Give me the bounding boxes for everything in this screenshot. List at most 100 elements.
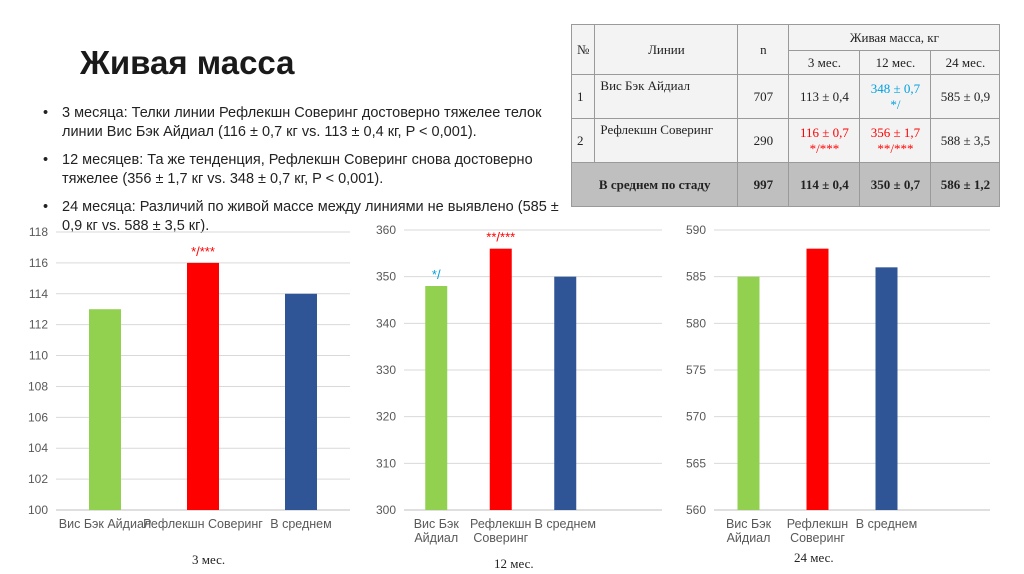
x-category-line: В среднем <box>535 517 596 531</box>
x-category-label: В среднем <box>270 517 331 531</box>
value-24m: 585 ± 0,9 <box>940 88 991 104</box>
bar-chart-24-months: 560 565 570 575 580 585 590 Вис Бэк Айдиал Рефлек… <box>672 222 1002 545</box>
bar <box>187 262 219 510</box>
live-weight-table: № Линии n Живая масса, кг 3 мес. 12 мес.… <box>570 24 1001 207</box>
x-category-line: Соверинг <box>473 531 528 545</box>
average-24m: 586 ± 1,2 <box>930 162 1001 207</box>
y-tick-label: 108 <box>28 379 48 393</box>
average-n: 997 <box>737 162 790 207</box>
row-num: 1 <box>570 74 596 119</box>
bullet-dot: • <box>43 152 49 168</box>
value-12m: 348 ± 0,7 <box>870 80 921 96</box>
bullet-text: 3 месяца: Телки линии Рефлекшн Соверинг … <box>62 105 542 140</box>
value-12m: 356 ± 1,7 <box>870 124 921 140</box>
y-tick-label: 310 <box>376 456 396 470</box>
chart-caption-12m: 12 мес. <box>494 556 534 571</box>
x-category-line: В среднем <box>856 517 917 531</box>
header-live-weight: Живая масса, кг <box>788 24 1001 51</box>
bar <box>875 267 898 510</box>
header-3m: 3 мес. <box>788 50 861 75</box>
y-tick-label: 560 <box>686 503 706 517</box>
value-3m: 113 ± 0,4 <box>799 88 849 104</box>
x-category-line: Айдиал <box>414 531 458 545</box>
bullet-text: 24 месяца: Различий по живой массе между… <box>62 199 559 234</box>
y-tick-label: 320 <box>376 410 396 424</box>
y-tick-label: 585 <box>686 270 706 284</box>
x-category-label: Вис Бэк Айдиал <box>59 517 151 531</box>
bullet-list: • 3 месяца: Телки линии Рефлекшн Соверинг… <box>40 104 560 245</box>
chart-svg: 300 310 320 330 340 350 360 */ Вис Бэк Айдиал **/*… <box>376 223 662 545</box>
table-row: 1 Вис Бэк Айдиал 707 113 ± 0,4 348 ± 0,7… <box>570 74 1001 119</box>
average-12m: 350 ± 0,7 <box>859 162 932 207</box>
y-tick-label: 102 <box>28 472 48 486</box>
header-line: Линии <box>594 24 739 75</box>
x-category-line: Айдиал <box>727 531 771 545</box>
row-num: 2 <box>570 118 596 163</box>
x-category-label: В среднем <box>535 517 596 531</box>
table-row-average: В среднем по стаду 997 114 ± 0,4 350 ± 0… <box>570 162 1001 207</box>
bullet-dot: • <box>43 105 49 121</box>
slide-title: Живая масса <box>80 44 295 81</box>
bar-chart-3-months: 100 102 104 106 108 110 112 114 116 118 Вис Бэк Ай… <box>0 222 365 542</box>
y-tick-label: 114 <box>29 287 48 301</box>
x-category-label: Рефлекшн Соверинг <box>787 517 848 545</box>
bar-chart-12-months: 300 310 320 330 340 350 360 */ Вис Бэк Айдиал **/*… <box>362 222 672 545</box>
y-tick-label: 360 <box>376 223 396 237</box>
y-tick-label: 112 <box>29 318 48 332</box>
row-24m: 585 ± 0,9 <box>930 74 1001 119</box>
x-category-line: Вис Бэк Айдиал <box>59 517 151 531</box>
x-category-line: В среднем <box>270 517 331 531</box>
x-category-label: Рефлекшн Соверинг <box>143 517 263 531</box>
y-tick-label: 340 <box>376 316 396 330</box>
sig-12m: */ <box>890 96 901 112</box>
bar <box>89 309 121 510</box>
significance-label: **/*** <box>486 230 515 245</box>
x-category-line: Вис Бэк <box>726 517 772 531</box>
header-12m: 12 мес. <box>859 50 932 75</box>
row-line: Рефлекшн Соверинг <box>594 118 739 163</box>
x-category-line: Рефлекшн Соверинг <box>143 517 263 531</box>
bar <box>489 248 512 510</box>
y-tick-label: 104 <box>28 441 48 455</box>
y-tick-label: 570 <box>686 410 706 424</box>
y-tick-label: 300 <box>376 503 396 517</box>
y-tick-label: 106 <box>28 410 48 424</box>
header-num: № <box>570 24 596 75</box>
x-category-label: Рефлекшн Соверинг <box>470 517 531 545</box>
average-3m: 114 ± 0,4 <box>788 162 861 207</box>
x-category-label: Вис Бэк Айдиал <box>414 517 460 545</box>
bullet-dot: • <box>43 199 49 215</box>
value-24m: 588 ± 3,5 <box>940 132 991 148</box>
y-tick-label: 565 <box>686 456 706 470</box>
row-n: 707 <box>737 74 790 119</box>
header-24m: 24 мес. <box>930 50 1001 75</box>
bar <box>425 286 448 510</box>
y-tick-label: 100 <box>28 503 48 517</box>
chart-caption-3m: 3 мес. <box>192 552 226 567</box>
y-tick-label: 116 <box>29 256 48 270</box>
row-line: Вис Бэк Айдиал <box>594 74 739 119</box>
y-tick-label: 118 <box>29 225 48 239</box>
row-n: 290 <box>737 118 790 163</box>
sig-12m: **/*** <box>877 140 914 156</box>
x-category-label: Вис Бэк Айдиал <box>726 517 772 545</box>
y-tick-label: 580 <box>686 316 706 330</box>
x-category-line: Рефлекшн <box>470 517 531 531</box>
bullet-item: • 12 месяцев: Та же тенденция, Рефлекшн С… <box>40 151 560 189</box>
chart-svg: 100 102 104 106 108 110 112 114 116 118 Вис Бэк Ай… <box>28 225 350 531</box>
chart-svg: 560 565 570 575 580 585 590 Вис Бэк Айдиал Рефлек… <box>686 223 990 545</box>
y-tick-label: 110 <box>29 349 48 363</box>
bar <box>285 293 317 510</box>
row-3m: 113 ± 0,4 <box>788 74 861 119</box>
row-3m: 116 ± 0,7 */*** <box>788 118 861 163</box>
row-12m: 348 ± 0,7 */ <box>859 74 932 119</box>
bullet-item: • 3 месяца: Телки линии Рефлекшн Соверинг… <box>40 104 560 142</box>
bar <box>737 276 760 510</box>
row-24m: 588 ± 3,5 <box>930 118 1001 163</box>
bullet-text: 12 месяцев: Та же тенденция, Рефлекшн Со… <box>62 152 533 187</box>
y-tick-label: 330 <box>376 363 396 377</box>
x-category-line: Соверинг <box>790 531 845 545</box>
x-category-label: В среднем <box>856 517 917 531</box>
x-category-line: Рефлекшн <box>787 517 848 531</box>
bar <box>806 248 829 510</box>
